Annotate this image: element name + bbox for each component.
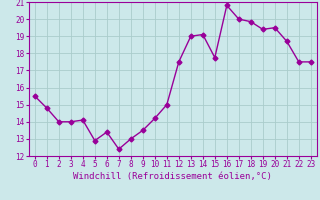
X-axis label: Windchill (Refroidissement éolien,°C): Windchill (Refroidissement éolien,°C): [73, 172, 272, 181]
